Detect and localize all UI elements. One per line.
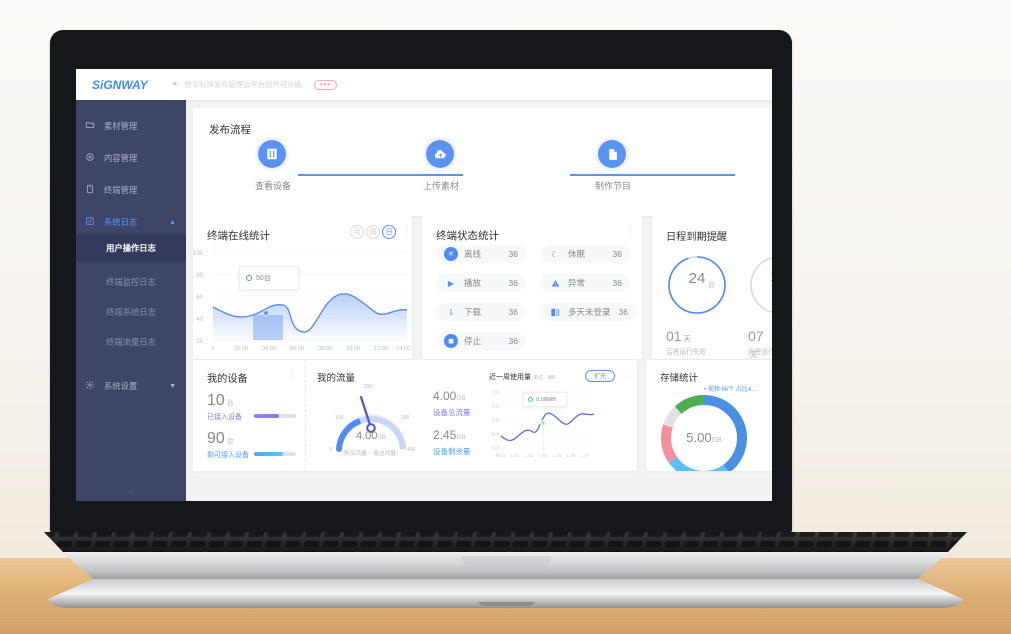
svg-text:1.05: 1.05 <box>553 453 562 458</box>
svg-text:0.8: 0.8 <box>492 404 499 410</box>
svg-text:100: 100 <box>193 251 204 257</box>
svg-text:1.01: 1.01 <box>497 453 506 458</box>
svg-text:1.03: 1.03 <box>525 453 534 458</box>
svg-text:40: 40 <box>196 317 203 323</box>
svg-text:20: 20 <box>196 339 203 345</box>
svg-text:台: 台 <box>708 280 715 289</box>
svg-text:60: 60 <box>196 295 203 301</box>
svg-text:100: 100 <box>335 415 344 421</box>
svg-text:14:00: 14:00 <box>396 346 410 352</box>
svg-text:200: 200 <box>364 384 373 390</box>
svg-text:300: 300 <box>401 415 410 421</box>
svg-text:24: 24 <box>689 270 706 287</box>
svg-text:36: 36 <box>771 270 772 287</box>
svg-text:10:00: 10:00 <box>346 346 360 352</box>
svg-text:0.4: 0.4 <box>492 432 499 438</box>
svg-text:80: 80 <box>196 273 203 279</box>
svg-text:1.02: 1.02 <box>511 453 520 458</box>
svg-text:04:00: 04:00 <box>262 346 276 352</box>
svg-text:0.6: 0.6 <box>492 418 499 424</box>
svg-text:0: 0 <box>211 346 214 352</box>
svg-text:02:00: 02:00 <box>234 346 248 352</box>
svg-text:06:00: 06:00 <box>290 346 304 352</box>
svg-text:12:00: 12:00 <box>374 346 388 352</box>
svg-text:0.2: 0.2 <box>492 446 499 452</box>
svg-text:1.06: 1.06 <box>567 453 576 458</box>
svg-text:08:00: 08:00 <box>318 346 332 352</box>
svg-text:1.0: 1.0 <box>492 390 499 396</box>
svg-text:1.07: 1.07 <box>581 453 590 458</box>
